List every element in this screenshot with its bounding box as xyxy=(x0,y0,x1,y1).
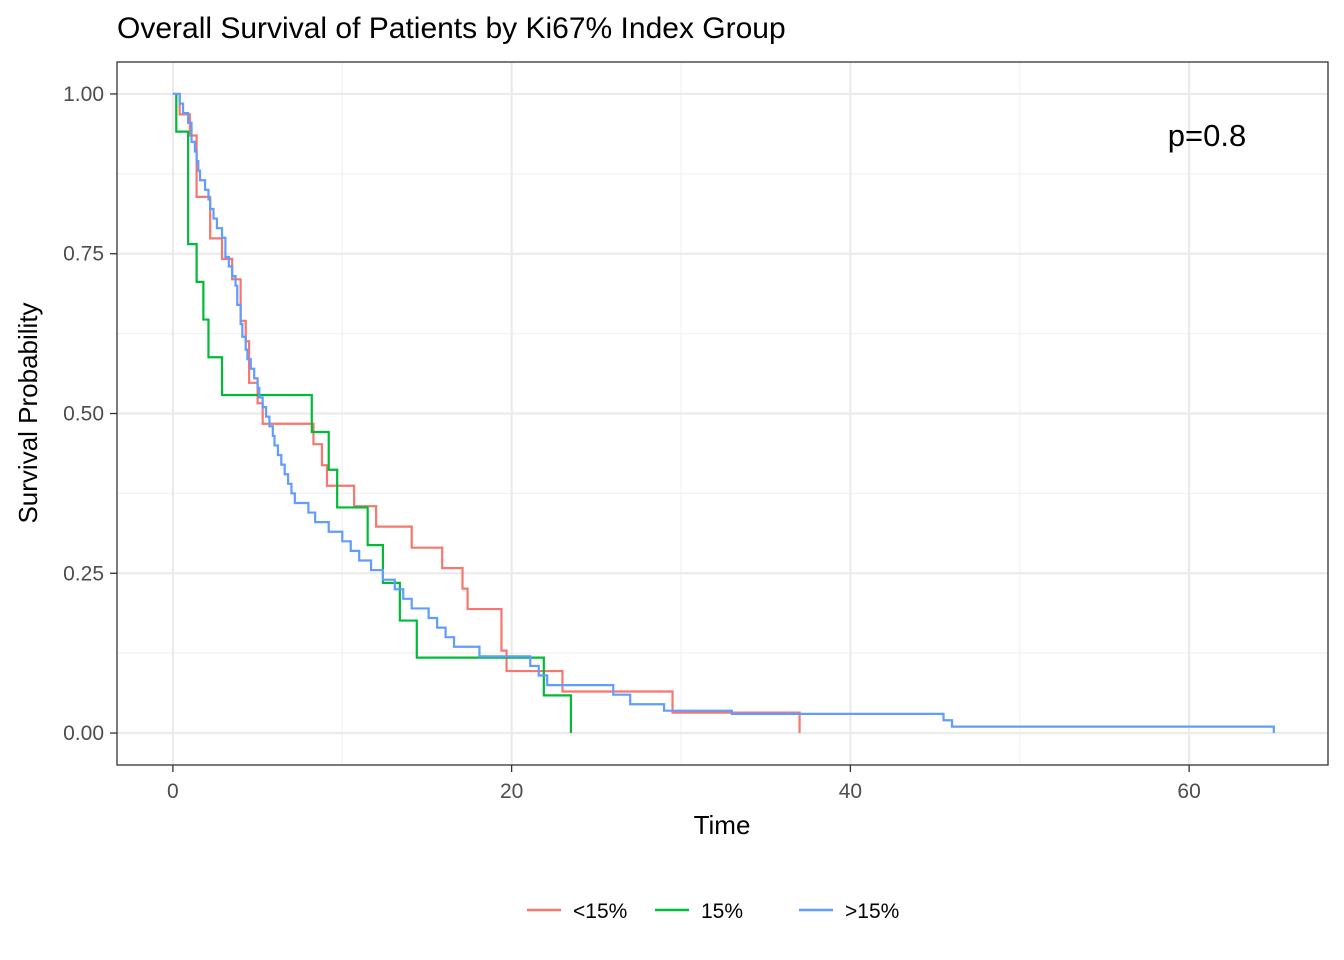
survival-curves xyxy=(172,92,1275,734)
y-tick-label-4: 1.00 xyxy=(63,83,104,106)
grid xyxy=(117,62,1328,765)
y-tick-label-2: 0.50 xyxy=(63,403,104,426)
legend-label-0: <15% xyxy=(573,900,627,923)
x-tick-label-0: 0 xyxy=(167,780,179,803)
survival-curve-series-0 xyxy=(172,92,801,734)
survival-curve-series-1 xyxy=(172,92,573,734)
p-value-annotation: p=0.8 xyxy=(1168,118,1246,153)
x-tick-label-1: 20 xyxy=(500,780,523,803)
x-tick-label-2: 40 xyxy=(839,780,862,803)
survival-curve-series-2 xyxy=(172,92,1275,734)
chart-title: Overall Survival of Patients by Ki67% In… xyxy=(117,12,786,45)
legend-label-1: 15% xyxy=(701,900,743,923)
y-tick-label-1: 0.25 xyxy=(63,562,104,585)
y-tick-label-0: 0.00 xyxy=(63,722,104,745)
y-axis-title: Survival Probability xyxy=(13,302,43,523)
y-tick-label-3: 0.75 xyxy=(63,243,104,266)
x-axis: 0 20 40 60 xyxy=(167,765,1201,803)
y-axis: 0.00 0.25 0.50 0.75 1.00 xyxy=(63,83,117,745)
legend-label-2: >15% xyxy=(845,900,899,923)
legend: <15% 15% >15% xyxy=(527,900,899,923)
x-tick-label-3: 60 xyxy=(1177,780,1200,803)
plot-area xyxy=(116,61,1329,766)
x-axis-title: Time xyxy=(694,810,751,840)
